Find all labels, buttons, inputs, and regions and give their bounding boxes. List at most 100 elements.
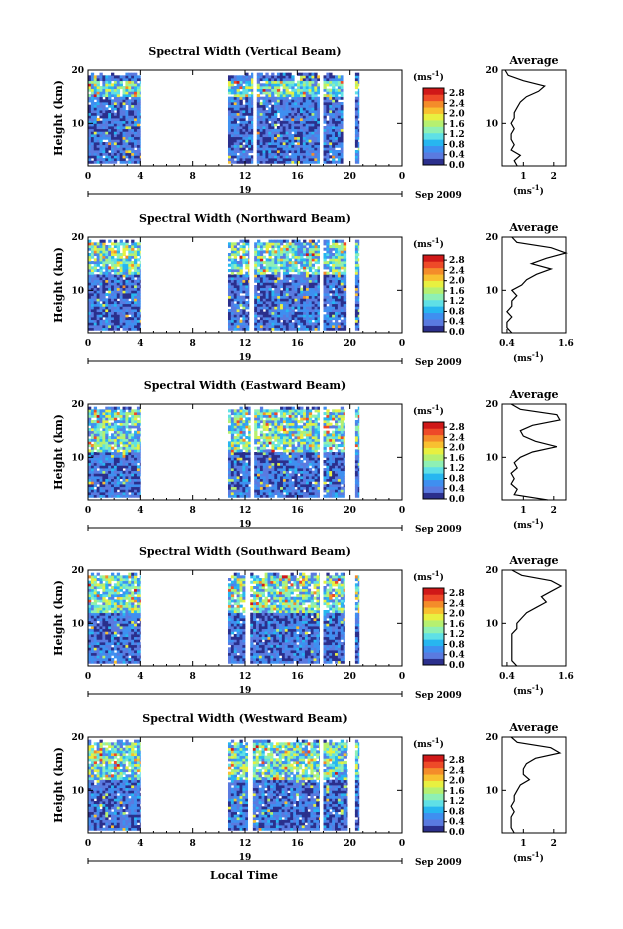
heatmap-cell xyxy=(102,88,106,92)
heatmap-cell xyxy=(314,94,318,98)
heatmap-cell xyxy=(311,298,316,302)
heatmap-cell xyxy=(108,486,112,490)
heatmap-cell xyxy=(274,99,278,103)
heatmap-cell xyxy=(335,110,339,114)
heatmap-cell xyxy=(139,91,141,95)
heatmap-cell xyxy=(113,484,118,488)
heatmap-cell xyxy=(257,325,261,329)
heatmap-cell xyxy=(291,287,295,291)
heatmap-cell xyxy=(271,306,275,310)
heatmap-cell xyxy=(329,144,333,148)
heatmap-cell xyxy=(239,481,243,485)
heatmap-cell xyxy=(257,470,261,474)
heatmap-cell xyxy=(108,75,112,79)
heatmap-cell xyxy=(271,245,275,249)
heatmap-cell xyxy=(282,150,286,154)
heatmap-cell xyxy=(108,110,112,114)
heatmap-cell xyxy=(227,263,232,267)
heatmap-cell xyxy=(233,414,238,418)
heatmap-cell xyxy=(102,110,106,114)
heatmap-cell xyxy=(259,425,264,429)
heatmap-cell xyxy=(131,462,135,466)
heatmap-cell xyxy=(136,468,141,472)
heatmap-cell xyxy=(291,142,295,146)
heatmap-cell xyxy=(357,301,360,305)
heatmap-cell xyxy=(113,147,118,151)
heatmap-cell xyxy=(131,412,135,416)
heatmap-cell xyxy=(134,433,138,437)
heatmap-cell xyxy=(259,96,263,100)
heatmap-cell xyxy=(236,468,240,472)
heatmap-cell xyxy=(99,107,103,111)
heatmap-cell xyxy=(337,75,342,79)
heatmap-cell xyxy=(134,120,138,124)
heatmap-cell xyxy=(288,274,292,278)
heatmap-cell xyxy=(285,285,290,289)
heatmap-cell xyxy=(291,239,295,243)
heatmap-cell xyxy=(108,131,112,135)
heatmap-cell xyxy=(280,253,284,257)
heatmap-cell xyxy=(233,80,238,84)
heatmap-cell xyxy=(302,120,307,124)
heatmap-cell xyxy=(354,110,359,114)
heatmap-cell xyxy=(282,258,287,262)
heatmap-cell xyxy=(122,160,126,164)
heatmap-cell xyxy=(340,142,344,146)
heatmap-cell xyxy=(248,250,250,254)
heatmap-cell xyxy=(337,83,342,87)
colorbar-swatch xyxy=(423,120,444,127)
heatmap-cell xyxy=(291,314,295,318)
heatmap-cell xyxy=(282,120,286,124)
heatmap-cell xyxy=(271,457,275,461)
heatmap-cell xyxy=(332,306,336,310)
heatmap-cell xyxy=(119,147,123,151)
heatmap-cell xyxy=(326,123,330,127)
heatmap-cell xyxy=(119,468,123,472)
heatmap-cell xyxy=(265,290,269,294)
heatmap-cell xyxy=(128,158,132,162)
heatmap-cell xyxy=(262,454,267,458)
heatmap-cell xyxy=(254,436,258,440)
heatmap-cell xyxy=(323,160,327,164)
heatmap-cell xyxy=(323,303,327,307)
heatmap-cell xyxy=(125,438,129,442)
heatmap-cell xyxy=(242,441,246,445)
heatmap-cell xyxy=(302,96,307,100)
heatmap-cell xyxy=(332,277,336,281)
heatmap-cell xyxy=(357,91,360,95)
heatmap-cell xyxy=(329,258,333,262)
heatmap-cell xyxy=(93,492,98,496)
heatmap-cell xyxy=(99,277,103,281)
heatmap-cell xyxy=(279,142,284,146)
heatmap-cell xyxy=(134,242,138,246)
heatmap-cell xyxy=(245,128,249,132)
heatmap-cell xyxy=(113,438,118,442)
heatmap-cell xyxy=(116,486,121,490)
heatmap-cell xyxy=(337,301,342,305)
heatmap-cell xyxy=(337,160,342,164)
heatmap-cell xyxy=(236,88,240,92)
heatmap-cell xyxy=(285,245,290,249)
heatmap-cell xyxy=(317,327,320,331)
heatmap-cell xyxy=(88,99,92,103)
heatmap-cell xyxy=(139,417,141,421)
heatmap-cell xyxy=(256,110,261,114)
heatmap-cell xyxy=(96,86,100,90)
heatmap-cell xyxy=(230,314,235,318)
heatmap-cell xyxy=(294,158,298,162)
heatmap-cell xyxy=(105,128,109,132)
heatmap-cell xyxy=(288,269,292,273)
heatmap-cell xyxy=(236,277,240,281)
heatmap-cell xyxy=(116,118,121,122)
heatmap-cell xyxy=(354,255,359,259)
heatmap-cell xyxy=(265,486,269,490)
heatmap-cell xyxy=(136,422,141,426)
heatmap-cell xyxy=(245,274,249,278)
heatmap-cell xyxy=(299,72,304,76)
heatmap-cell xyxy=(136,266,141,270)
heatmap-cell xyxy=(357,147,360,151)
heatmap-cell xyxy=(262,144,266,148)
heatmap-cell xyxy=(257,287,261,291)
heatmap-cell xyxy=(274,86,278,90)
heatmap-cell xyxy=(102,454,106,458)
